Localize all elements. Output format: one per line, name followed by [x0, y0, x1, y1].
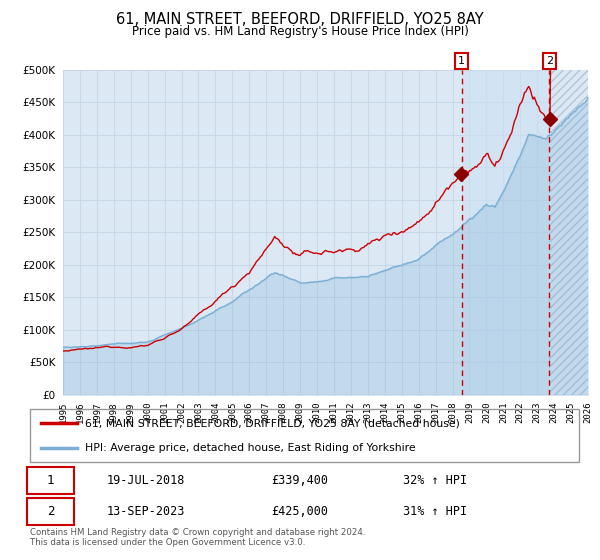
Text: Price paid vs. HM Land Registry's House Price Index (HPI): Price paid vs. HM Land Registry's House …: [131, 25, 469, 38]
Bar: [549, 70, 588, 395]
Text: 2: 2: [545, 56, 553, 66]
Text: HPI: Average price, detached house, East Riding of Yorkshire: HPI: Average price, detached house, East…: [85, 442, 416, 452]
Text: 31% ↑ HPI: 31% ↑ HPI: [403, 505, 467, 517]
Text: 32% ↑ HPI: 32% ↑ HPI: [403, 474, 467, 487]
Text: 1: 1: [458, 56, 465, 66]
Text: 61, MAIN STREET, BEEFORD, DRIFFIELD, YO25 8AY: 61, MAIN STREET, BEEFORD, DRIFFIELD, YO2…: [116, 12, 484, 27]
Text: 2: 2: [47, 505, 55, 517]
Text: 19-JUL-2018: 19-JUL-2018: [107, 474, 185, 487]
Text: £425,000: £425,000: [272, 505, 329, 517]
Text: Contains HM Land Registry data © Crown copyright and database right 2024.
This d: Contains HM Land Registry data © Crown c…: [30, 528, 365, 548]
FancyBboxPatch shape: [27, 498, 74, 525]
Text: £339,400: £339,400: [272, 474, 329, 487]
FancyBboxPatch shape: [27, 467, 74, 494]
Text: 1: 1: [47, 474, 55, 487]
Bar: [461, 70, 549, 395]
Text: 13-SEP-2023: 13-SEP-2023: [107, 505, 185, 517]
Text: 61, MAIN STREET, BEEFORD, DRIFFIELD, YO25 8AY (detached house): 61, MAIN STREET, BEEFORD, DRIFFIELD, YO2…: [85, 418, 460, 428]
